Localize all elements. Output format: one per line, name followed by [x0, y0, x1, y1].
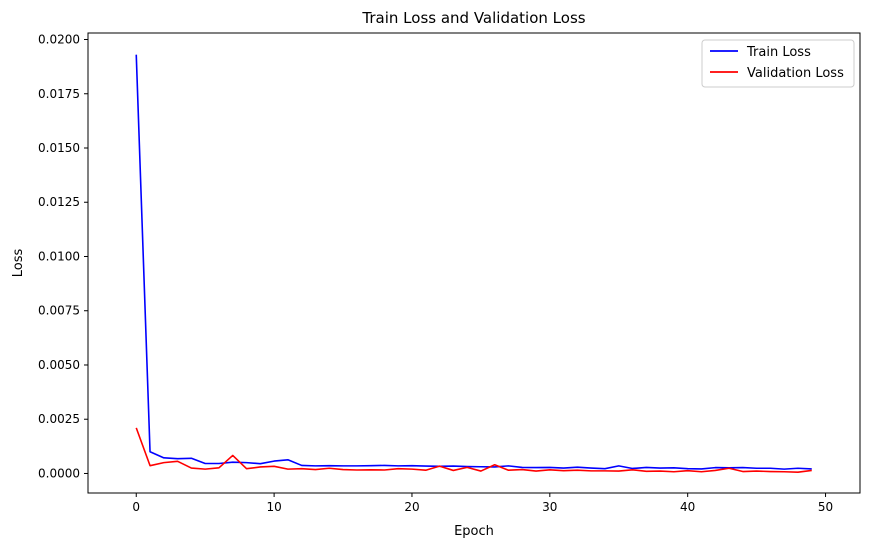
- x-tick-label: 30: [542, 500, 557, 514]
- y-tick-label: 0.0075: [38, 304, 80, 318]
- series-lines: [135, 54, 812, 473]
- y-tick-label: 0.0025: [38, 412, 80, 426]
- legend: Train Loss Validation Loss: [701, 39, 855, 88]
- x-tick-label: 10: [266, 500, 281, 514]
- chart-title: Train Loss and Validation Loss: [361, 9, 585, 27]
- x-axis-label: Epoch: [454, 524, 494, 539]
- x-tick-label: 0: [132, 500, 140, 514]
- y-tick-label: 0.0000: [38, 466, 80, 480]
- x-ticks: 0 10 20 30 40 50: [132, 493, 833, 514]
- plot-frame: [87, 32, 861, 494]
- series-line-train-loss: [135, 54, 812, 470]
- y-axis-label: Loss: [11, 249, 26, 278]
- y-tick-label: 0.0125: [38, 195, 80, 209]
- y-tick-label: 0.0150: [38, 141, 80, 155]
- legend-box: [701, 39, 855, 88]
- y-tick-label: 0.0100: [38, 249, 80, 263]
- legend-label-train-loss: Train Loss: [746, 45, 811, 60]
- series-line-validation-loss: [135, 427, 812, 473]
- x-tick-label: 20: [404, 500, 419, 514]
- y-ticks: 0.0000 0.0025 0.0050 0.0075 0.0100 0.0125 0.01…: [38, 33, 88, 480]
- y-tick-label: 0.0050: [38, 358, 80, 372]
- x-tick-label: 50: [818, 500, 833, 514]
- legend-label-validation-loss: Validation Loss: [747, 66, 844, 81]
- y-tick-label: 0.0200: [38, 33, 80, 47]
- y-tick-label: 0.0175: [38, 87, 80, 101]
- x-tick-label: 40: [680, 500, 695, 514]
